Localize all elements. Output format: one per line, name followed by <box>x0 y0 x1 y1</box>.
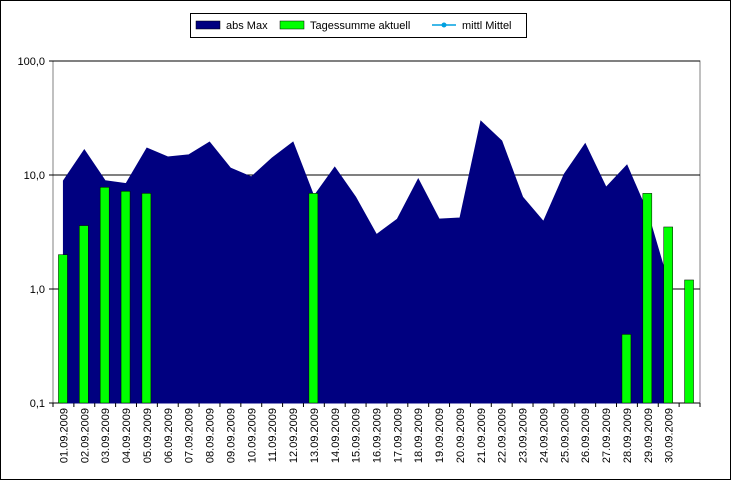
bar <box>99 187 110 404</box>
x-tick-label: 04.09.2009 <box>121 408 133 463</box>
legend-symbol <box>279 20 305 30</box>
x-tick-label: 27.09.2009 <box>601 408 613 463</box>
bar <box>120 191 131 404</box>
bar <box>663 226 673 404</box>
x-tick-label: 28.09.2009 <box>622 408 634 463</box>
x-tick-label: 18.09.2009 <box>413 408 425 463</box>
x-tick-label: 02.09.2009 <box>79 408 91 463</box>
x-tick-label: 03.09.2009 <box>100 408 112 463</box>
bar <box>79 225 89 404</box>
x-tick-label: 14.09.2009 <box>330 408 342 463</box>
x-tick-label: 30.09.2009 <box>664 408 676 463</box>
x-tick-label: 23.09.2009 <box>518 408 530 463</box>
bar <box>308 193 319 404</box>
legend-label: mittl Mittel <box>462 20 512 32</box>
area <box>62 120 670 404</box>
y-tick-label: 0,1 <box>30 398 45 410</box>
x-tick-label: 16.09.2009 <box>372 408 384 463</box>
bar <box>141 193 152 404</box>
legend-symbol <box>441 22 447 28</box>
x-tick-label: 24.09.2009 <box>538 408 550 463</box>
x-tick-label: 15.09.2009 <box>351 408 363 463</box>
x-tick-label: 19.09.2009 <box>434 408 446 463</box>
x-tick-label: 09.09.2009 <box>225 408 237 463</box>
x-tick-label: 17.09.2009 <box>392 408 404 463</box>
bar <box>621 334 632 404</box>
x-tick-label: 12.09.2009 <box>288 408 300 463</box>
bar <box>684 279 694 404</box>
bar <box>58 254 68 404</box>
y-tick-label: 1,0 <box>30 284 45 296</box>
x-tick-label: 20.09.2009 <box>455 408 467 463</box>
legend-box <box>190 13 527 38</box>
x-tick-label: 22.09.2009 <box>497 408 509 463</box>
x-tick-label: 29.09.2009 <box>643 408 655 463</box>
legend-symbol <box>195 20 221 30</box>
x-tick-label: 13.09.2009 <box>309 408 321 463</box>
x-tick-label: 01.09.2009 <box>58 408 70 463</box>
x-tick-label: 07.09.2009 <box>184 408 196 463</box>
x-tick-label: 26.09.2009 <box>580 408 592 463</box>
bar <box>642 193 653 404</box>
y-tick-label: 100,0 <box>17 56 45 68</box>
x-tick-label: 25.09.2009 <box>559 408 571 463</box>
x-tick-label: 11.09.2009 <box>267 408 279 462</box>
x-tick-label: 21.09.2009 <box>476 408 488 463</box>
x-tick-label: 05.09.2009 <box>142 408 154 463</box>
y-tick-label: 10,0 <box>24 170 45 182</box>
legend-label: Tagessumme aktuell <box>310 20 410 32</box>
x-tick-label: 06.09.2009 <box>163 408 175 463</box>
x-tick-label: 08.09.2009 <box>205 408 217 463</box>
x-tick-label: 10.09.2009 <box>246 408 258 463</box>
legend-label: abs Max <box>226 20 268 32</box>
